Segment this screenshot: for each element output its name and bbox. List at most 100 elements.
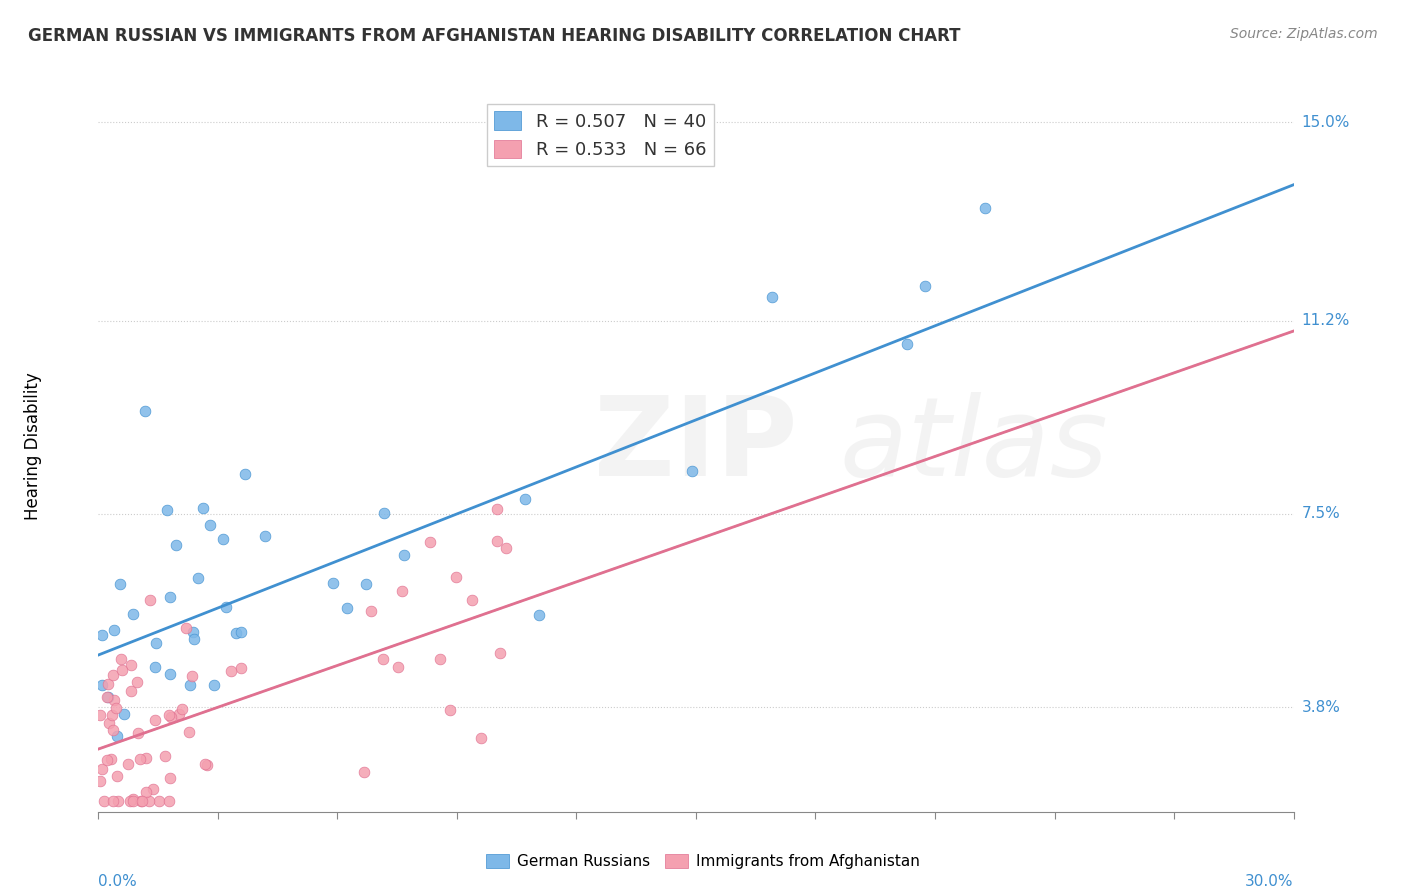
Point [111, 663, 134, 677]
Point [391, 583, 413, 598]
Point [91, 628, 114, 642]
Point [91, 678, 114, 692]
Text: 15.0%: 15.0% [1302, 114, 1350, 129]
Point [117, 757, 139, 772]
Point [914, 279, 936, 293]
Point [135, 785, 157, 799]
Point [179, 677, 201, 691]
Point [97, 676, 120, 690]
Point [180, 669, 202, 683]
Point [118, 794, 141, 808]
Point [429, 652, 451, 666]
Point [371, 652, 394, 666]
Text: atlas: atlas [839, 392, 1108, 500]
Point [129, 794, 152, 808]
Point [169, 706, 191, 721]
Point [135, 751, 157, 765]
Text: 0.0%: 0.0% [98, 874, 138, 889]
Point [120, 683, 142, 698]
Point [470, 731, 492, 746]
Point [229, 624, 252, 639]
Point [159, 591, 181, 605]
Point [105, 769, 128, 783]
Point [354, 576, 377, 591]
Point [174, 621, 197, 635]
Legend: German Russians, Immigrants from Afghanistan: German Russians, Immigrants from Afghani… [481, 848, 925, 875]
Point [103, 623, 125, 637]
Point [225, 625, 247, 640]
Point [439, 703, 461, 717]
Point [235, 467, 257, 482]
Point [444, 570, 467, 584]
Point [107, 794, 129, 808]
Text: 30.0%: 30.0% [1246, 874, 1294, 889]
Point [197, 757, 219, 772]
Point [131, 794, 153, 808]
Point [93, 794, 115, 808]
Text: ZIP: ZIP [595, 392, 797, 500]
Point [202, 678, 225, 692]
Point [156, 502, 179, 516]
Point [322, 576, 344, 591]
Point [198, 517, 221, 532]
Point [419, 535, 441, 549]
Point [486, 534, 509, 549]
Point [101, 708, 124, 723]
Point [974, 201, 997, 215]
Legend: R = 0.507   N = 40, R = 0.533   N = 66: R = 0.507 N = 40, R = 0.533 N = 66 [486, 104, 714, 166]
Point [187, 571, 209, 585]
Point [159, 771, 181, 785]
Point [89, 708, 111, 723]
Point [515, 491, 537, 506]
Point [219, 665, 242, 679]
Point [165, 538, 187, 552]
Point [105, 701, 128, 715]
Point [215, 600, 238, 615]
Point [387, 660, 409, 674]
Point [127, 674, 149, 689]
Point [495, 541, 517, 555]
Text: 7.5%: 7.5% [1302, 507, 1340, 522]
Point [121, 794, 143, 808]
Point [110, 577, 132, 591]
Point [90, 762, 112, 776]
Point [157, 794, 180, 808]
Point [138, 592, 160, 607]
Point [134, 404, 156, 418]
Point [159, 667, 181, 681]
Point [194, 756, 217, 771]
Point [127, 726, 149, 740]
Point [96, 690, 118, 704]
Point [191, 500, 214, 515]
Point [485, 502, 508, 516]
Point [100, 752, 122, 766]
Point [896, 337, 918, 351]
Point [101, 723, 124, 738]
Point [461, 593, 484, 607]
Point [89, 773, 111, 788]
Text: Hearing Disability: Hearing Disability [24, 372, 42, 520]
Point [101, 794, 124, 808]
Point [488, 646, 510, 660]
Point [121, 607, 143, 622]
Text: GERMAN RUSSIAN VS IMMIGRANTS FROM AFGHANISTAN HEARING DISABILITY CORRELATION CHA: GERMAN RUSSIAN VS IMMIGRANTS FROM AFGHAN… [28, 27, 960, 45]
Text: 11.2%: 11.2% [1302, 313, 1350, 328]
Point [157, 708, 180, 723]
Point [142, 781, 165, 796]
Point [170, 702, 193, 716]
Point [120, 658, 142, 673]
Point [160, 710, 183, 724]
Point [373, 506, 395, 520]
Point [761, 290, 783, 304]
Point [143, 713, 166, 727]
Point [143, 659, 166, 673]
Point [336, 600, 359, 615]
Point [148, 794, 170, 808]
Point [153, 749, 176, 764]
Point [110, 652, 132, 666]
Point [97, 715, 120, 730]
Point [112, 706, 135, 721]
Point [105, 729, 128, 743]
Point [103, 668, 125, 682]
Point [212, 533, 235, 547]
